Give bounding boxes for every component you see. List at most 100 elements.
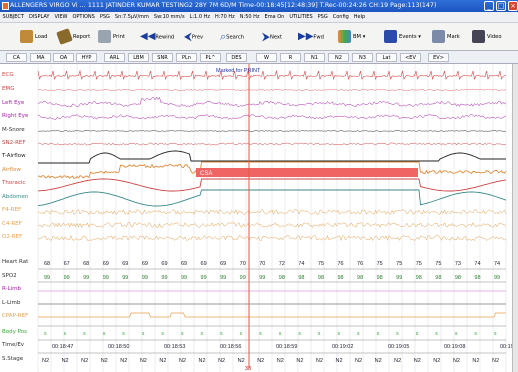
maximize-icon[interactable]: □ [496,1,506,11]
channel-label[interactable]: Abdomen [2,194,29,200]
event-type-lat[interactable]: Lat [376,53,397,62]
events-button[interactable]: Events ▾ [384,28,421,46]
event-type-n1[interactable]: N1 [304,53,325,62]
time-label: 00:18:56 [220,344,241,350]
menu-item[interactable]: Ema On [264,14,285,20]
menu-item[interactable]: PSG [317,14,328,20]
video-icon [472,30,485,43]
body-position-mark: s [240,331,243,337]
event-type-arl[interactable]: ARL [104,53,125,62]
menu-item[interactable]: UTILITIES [289,14,313,20]
channel-label[interactable]: T-Airflow [2,153,26,159]
menu-item[interactable]: VIEW [54,14,68,20]
heart-rate-value: 76 [337,261,343,267]
menu-item[interactable]: Config [332,14,349,20]
body-position-mark: s [44,331,47,337]
event-type-n3[interactable]: N3 [352,53,373,62]
body-position-mark: s [201,331,204,337]
channel-label[interactable]: EMG [2,86,15,92]
event-type-w[interactable]: W [256,53,277,62]
menu-item[interactable]: Sn:7.5µV/mm [114,14,149,20]
channel-label[interactable]: Right Eye [2,113,29,119]
heart-rate-value: 75 [396,261,402,267]
channel-label[interactable]: ECG [2,72,14,78]
menu-item[interactable]: N:50 Hz [239,14,260,20]
search-button[interactable]: ⌕Search [220,30,244,43]
video-button[interactable]: Video [472,28,502,46]
print-button[interactable]: Print [98,28,125,46]
channel-label[interactable]: Body Pos [2,329,27,335]
channel-label[interactable]: S.Stage [2,356,24,362]
event-type-ma[interactable]: MA [30,53,51,62]
mark-button[interactable]: Mark [432,28,460,46]
heart-rate-value: 70 [240,261,246,267]
signal-trace [37,142,506,146]
channel-label[interactable]: SPO2 [2,273,17,279]
spo2-value: 98 [357,275,363,281]
menu-item[interactable]: H:70 Hz [214,14,235,20]
report-button[interactable]: Report [56,28,90,46]
title-bar: ALLENGERS VIRGO Vi … 1111 JATINDER KUMAR… [0,0,518,12]
bm-button[interactable]: BM ▾ [338,28,365,46]
channel-label[interactable]: F4-REF [2,207,22,213]
menu-item[interactable]: PSG [99,14,110,20]
menu-item[interactable]: OPTIONS [72,14,95,20]
time-label: 00:18:47 [52,344,73,350]
sleep-stage: N2 [472,358,479,364]
event-type-pln[interactable]: PLn [176,53,197,62]
channel-label[interactable]: O2-REF [2,234,23,240]
fwd-button[interactable]: ▶▶Fwd [298,31,324,42]
event-type-n2[interactable]: N2 [328,53,349,62]
menu-item[interactable]: L:1.0 Hz [189,14,210,20]
heart-rate-value: 69 [201,261,207,267]
minimize-icon[interactable]: _ [484,1,494,11]
channel-label[interactable]: Time/Ev [2,342,25,348]
event-type-oa[interactable]: OA [53,53,74,62]
marked-label: Marked for PRINT [216,68,261,74]
menu-item[interactable]: Help [353,14,366,20]
channel-label[interactable]: Heart Rat [2,259,29,265]
sleep-stage: N2 [120,358,127,364]
sleep-stage: N2 [492,358,499,364]
spo2-value: 99 [142,275,148,281]
heart-rate-value: 74 [474,261,480,267]
toolbar: Load Report Print ◀◀Rewind ⮜Prev ⌕Search… [0,23,518,51]
spo2-value: 99 [220,275,226,281]
channel-label[interactable]: SN2-REF [2,140,26,146]
channel-label[interactable]: Airflow [2,167,21,173]
heart-rate-value: 68 [83,261,89,267]
sleep-stage: N2 [453,358,460,364]
event-type-ev[interactable]: <EV [400,53,421,62]
vertical-scrollbar[interactable] [512,64,518,372]
event-type-lbm[interactable]: LBM [128,53,149,62]
rewind-icon: ◀◀ [140,31,156,42]
channel-label[interactable]: Left Eye [2,100,25,106]
channel-label[interactable]: Thoracic [2,180,26,186]
prev-button[interactable]: ⮜Prev [184,30,204,43]
body-position-mark: s [474,331,477,337]
spo2-value: 98 [318,275,324,281]
event-type-pl[interactable]: PL^ [200,53,221,62]
next-button[interactable]: ⮞Next [262,30,283,43]
sleep-stage: N2 [394,358,401,364]
load-button[interactable]: Load [20,28,47,46]
csa-event-marker[interactable] [196,168,418,177]
menu-item[interactable]: DISPLAY [28,14,50,20]
channel-label[interactable]: M-Snore [2,127,25,133]
menu-item[interactable]: Sw:10 mm/s [153,14,185,20]
event-type-hyp[interactable]: HYP [76,53,97,62]
event-type-r[interactable]: R [280,53,301,62]
rewind-button[interactable]: ◀◀Rewind [140,31,175,42]
channel-label[interactable]: CPAP-REF [2,313,29,319]
heart-rate-value: 75 [318,261,324,267]
channel-label[interactable]: R-Limb [2,286,22,292]
event-type-des[interactable]: DES [226,53,247,62]
event-type-ev[interactable]: EV> [428,53,449,62]
channel-label[interactable]: C4-REF [2,221,22,227]
channel-label[interactable]: L-Limb [2,300,21,306]
event-type-snr[interactable]: SNR [152,53,173,62]
event-type-ca[interactable]: CA [6,53,27,62]
menu-item[interactable]: SUBJECT [2,14,24,20]
sleep-stage: N2 [433,358,440,364]
